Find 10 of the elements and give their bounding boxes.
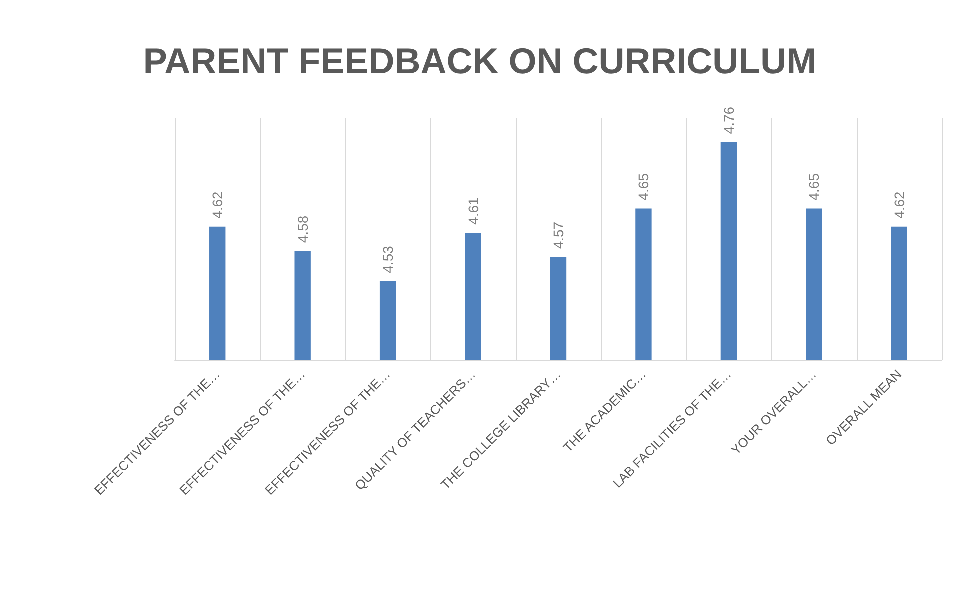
data-label: 4.62 [210,191,226,219]
data-label: 4.58 [294,216,311,244]
data-label: 4.57 [550,222,566,250]
data-label: 4.62 [891,191,908,219]
data-label: 4.65 [636,173,652,201]
data-label: 4.53 [380,246,396,274]
data-label: 4.76 [720,106,737,134]
data-label: 4.65 [806,173,822,201]
chart-title: PARENT FEEDBACK ON CURRICULUM [143,40,817,82]
data-label: 4.61 [465,197,482,225]
